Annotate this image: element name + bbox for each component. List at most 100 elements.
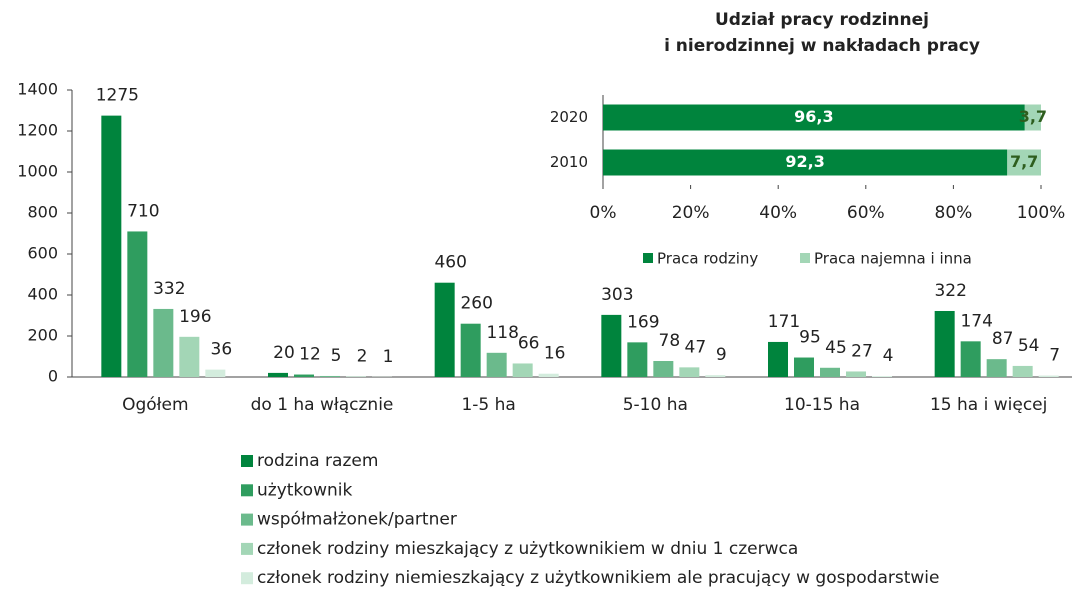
data-label: 5: [331, 346, 342, 366]
bar: [434, 282, 455, 377]
x-tick-label: 40%: [759, 203, 797, 223]
legend-swatch: [643, 253, 653, 263]
bar: [153, 308, 174, 377]
bar: [127, 231, 148, 377]
bar: [268, 372, 288, 377]
y-tick-label: 1400: [17, 80, 58, 99]
bar: [768, 341, 788, 377]
data-label: 47: [685, 337, 707, 357]
x-tick-label: 20%: [672, 203, 710, 223]
bar: [986, 359, 1007, 377]
bar: [960, 341, 981, 377]
bar: [320, 375, 340, 377]
data-label: 20: [273, 343, 295, 363]
legend-swatch: [241, 455, 253, 467]
y-tick-label: 400: [27, 285, 58, 304]
data-label: 66: [518, 333, 540, 353]
bar-segment: [1007, 149, 1041, 176]
data-label: 303: [601, 285, 633, 305]
legend-label: rodzina razem: [257, 451, 378, 471]
bar: [653, 361, 674, 377]
x-tick-label: Ogółem: [122, 395, 188, 415]
y-tick-label: 600: [27, 244, 58, 263]
data-label: 169: [627, 312, 659, 332]
x-tick-label: 80%: [935, 203, 973, 223]
bar: [679, 367, 700, 377]
data-label: 2: [357, 347, 368, 367]
data-label: 7: [1049, 346, 1060, 366]
bar-segment: [603, 149, 1008, 176]
bar: [512, 363, 533, 377]
bar: [460, 323, 481, 377]
bar: [794, 357, 814, 377]
bar: [627, 342, 648, 377]
data-label: 78: [659, 331, 681, 351]
y-tick-label: 200: [27, 326, 58, 345]
x-tick-label: 0%: [590, 203, 617, 223]
y-tick-label: 0: [48, 367, 58, 386]
data-label: 710: [127, 201, 159, 221]
data-label: 96,3: [794, 107, 833, 126]
data-label: 260: [460, 294, 492, 314]
data-label: 460: [434, 253, 466, 273]
data-label: 332: [153, 279, 185, 299]
data-label: 16: [544, 344, 566, 364]
bar: [934, 310, 955, 377]
y-tick-label: 1000: [17, 162, 58, 181]
data-label: 87: [992, 329, 1014, 349]
data-label: 45: [825, 338, 847, 358]
data-label: 95: [799, 328, 821, 348]
data-label: 322: [934, 281, 966, 301]
data-label: 4: [883, 346, 894, 366]
bar: [846, 371, 866, 377]
bar: [538, 373, 559, 377]
legend-label: członek rodziny mieszkający z użytkownik…: [257, 539, 798, 559]
data-label: 7,7: [1010, 152, 1038, 171]
data-label: 54: [1018, 336, 1040, 356]
data-label: 171: [768, 312, 800, 332]
bar: [294, 374, 314, 377]
bar: [872, 376, 892, 377]
data-label: 118: [486, 323, 518, 343]
x-tick-label: 100%: [1017, 203, 1066, 223]
y-tick-label: 1200: [17, 121, 58, 140]
y-tick-label: 2020: [550, 108, 588, 126]
x-tick-label: 5-10 ha: [623, 395, 688, 415]
bar: [101, 115, 122, 377]
data-label: 3,7: [1019, 107, 1047, 126]
legend-label: Praca rodziny: [657, 250, 758, 268]
legend-swatch: [241, 542, 253, 555]
x-tick-label: 60%: [847, 203, 885, 223]
y-tick-label: 800: [27, 203, 58, 222]
bar: [601, 314, 622, 377]
bar: [486, 352, 507, 377]
data-label: 92,3: [785, 152, 824, 171]
data-label: 27: [851, 341, 873, 361]
inset-title: Udział pracy rodzinnej: [715, 10, 929, 30]
x-tick-label: do 1 ha włącznie: [251, 395, 394, 415]
data-label: 12: [299, 345, 321, 365]
bar: [1012, 365, 1033, 377]
inset-title: i nierodzinnej w nakładach pracy: [664, 36, 980, 56]
legend-swatch: [800, 253, 810, 263]
bar: [179, 336, 200, 377]
legend-label: członek rodziny niemieszkający z użytkow…: [257, 568, 939, 588]
data-label: 9: [716, 345, 727, 365]
x-tick-label: 1-5 ha: [461, 395, 515, 415]
bar: [205, 369, 226, 377]
legend-label: współmałżonek/partner: [257, 510, 457, 530]
legend-label: Praca najemna i inna: [814, 250, 972, 268]
legend-swatch: [241, 513, 253, 526]
y-tick-label: 2010: [550, 153, 588, 171]
data-label: 174: [960, 311, 992, 331]
data-label: 36: [211, 340, 233, 360]
data-label: 1275: [96, 86, 139, 106]
bar: [1038, 375, 1059, 377]
legend-label: użytkownik: [257, 480, 352, 500]
bar-segment: [1024, 104, 1041, 131]
x-tick-label: 10-15 ha: [784, 395, 860, 415]
bar: [705, 375, 726, 377]
data-label: 1: [383, 347, 394, 367]
legend-swatch: [241, 484, 253, 497]
